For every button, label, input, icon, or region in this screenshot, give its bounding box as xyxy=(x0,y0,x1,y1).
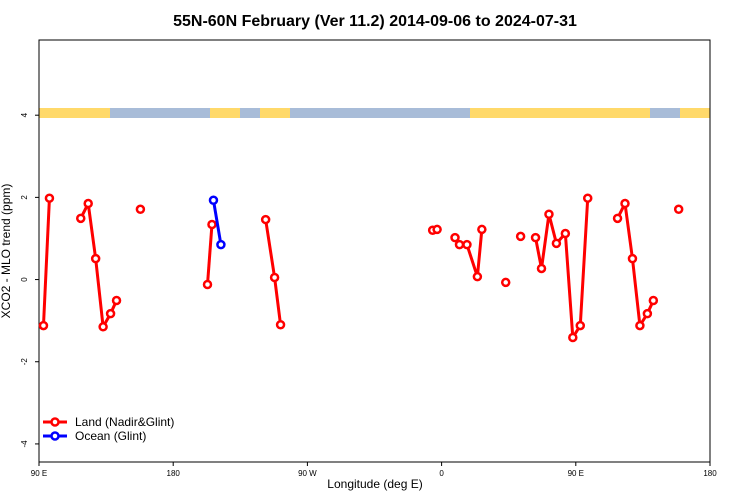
data-point xyxy=(275,320,286,330)
legend-label: Land (Nadir&Glint) xyxy=(75,415,174,429)
legend: Land (Nadir&Glint)Ocean (Glint) xyxy=(43,415,174,443)
data-point xyxy=(111,295,122,306)
data-point xyxy=(568,332,578,343)
x-tick-label: 90 E xyxy=(568,469,584,478)
data-point xyxy=(500,277,511,288)
series-line xyxy=(264,219,283,325)
series-line xyxy=(211,200,223,245)
data-point xyxy=(477,224,487,235)
x-tick-label: 90 E xyxy=(31,469,47,478)
data-point xyxy=(135,204,146,215)
data-point xyxy=(612,213,623,224)
chart-title: 55N-60N February (Ver 11.2) 2014-09-06 t… xyxy=(173,13,577,30)
data-point xyxy=(207,219,217,230)
x-tick-label: 180 xyxy=(703,469,717,478)
data-point xyxy=(472,271,483,282)
plot-frame xyxy=(38,39,711,463)
data-point xyxy=(208,195,219,206)
data-point xyxy=(432,224,442,235)
data-point xyxy=(260,214,271,225)
data-point xyxy=(544,209,554,219)
y-tick-label: 4 xyxy=(20,112,29,117)
data-point xyxy=(648,295,659,306)
data-point xyxy=(202,279,213,290)
data-point xyxy=(105,308,116,319)
data-point xyxy=(620,198,630,209)
series-line xyxy=(41,198,51,326)
data-point xyxy=(216,239,226,250)
data-point xyxy=(582,193,593,203)
x-axis-label: Longitude (deg E) xyxy=(327,477,422,491)
y-tick-label: -2 xyxy=(20,358,29,366)
legend-label: Ocean (Glint) xyxy=(75,429,146,443)
data-point xyxy=(462,239,472,250)
y-tick-label: -4 xyxy=(20,440,29,448)
data-point xyxy=(83,198,93,209)
y-tick-label: 2 xyxy=(20,195,29,200)
map-strip xyxy=(39,108,710,118)
data-point xyxy=(642,308,653,319)
data-point xyxy=(38,320,49,331)
data-point xyxy=(627,253,638,264)
series-line xyxy=(79,198,118,332)
data-point xyxy=(551,238,562,249)
x-tick-label: 0 xyxy=(439,469,444,478)
data-point xyxy=(44,193,55,203)
legend-marker xyxy=(50,417,60,427)
x-tick-label: 90 W xyxy=(298,469,317,478)
data-point xyxy=(450,232,460,243)
data-point xyxy=(515,231,526,242)
data-point xyxy=(673,204,684,215)
data-point xyxy=(454,239,465,250)
data-point xyxy=(575,320,586,331)
data-point xyxy=(560,228,571,239)
data-point xyxy=(635,320,645,331)
y-tick-label: 0 xyxy=(20,277,29,282)
data-point xyxy=(98,322,108,332)
data-point xyxy=(76,213,86,224)
series-line xyxy=(206,224,214,285)
legend-marker xyxy=(50,431,60,441)
data-point xyxy=(269,272,280,283)
data-point xyxy=(536,263,547,274)
y-axis-label: XCO2 - MLO trend (ppm) xyxy=(0,184,13,319)
data-point xyxy=(530,232,541,243)
data-point xyxy=(90,253,101,264)
x-tick-label: 180 xyxy=(167,469,181,478)
series-line xyxy=(616,198,655,331)
